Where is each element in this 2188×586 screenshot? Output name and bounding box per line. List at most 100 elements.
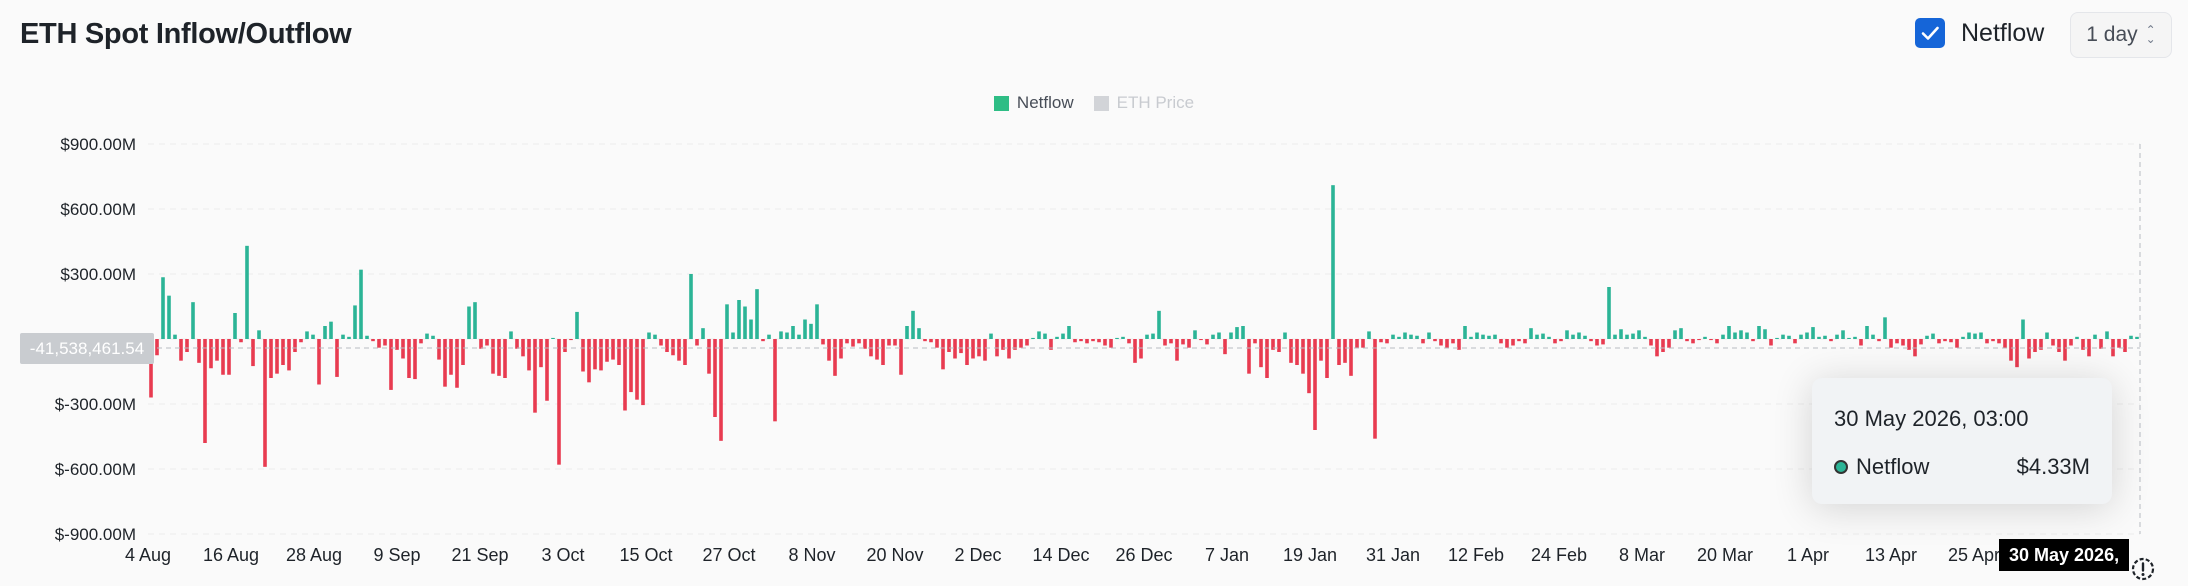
bar — [935, 339, 939, 348]
bar — [1571, 334, 1575, 339]
bar — [1547, 336, 1551, 339]
bar — [1427, 332, 1431, 339]
bar — [2045, 332, 2049, 339]
x-tick-label: 4 Aug — [125, 545, 171, 565]
bar — [1877, 339, 1881, 342]
bar — [179, 339, 183, 361]
settings-icon[interactable] — [2126, 552, 2160, 586]
interval-select[interactable]: 1 day ⌃ ⌄ — [2070, 12, 2172, 58]
bar — [1193, 330, 1197, 339]
bar — [635, 339, 639, 400]
x-tick-label: 3 Oct — [541, 545, 584, 565]
bar — [455, 339, 459, 388]
bar — [1319, 339, 1323, 361]
bar — [449, 339, 453, 375]
bar — [1559, 339, 1563, 342]
bar — [1601, 339, 1605, 345]
bar — [1529, 328, 1533, 339]
netflow-toggle[interactable]: Netflow — [1915, 18, 2044, 48]
bar — [1643, 336, 1647, 339]
bar — [1085, 339, 1089, 344]
tooltip-row: Netflow $4.33M — [1834, 454, 2090, 480]
bar — [1541, 333, 1545, 339]
legend-item-eth-price[interactable]: ETH Price — [1093, 93, 1194, 113]
bar — [1283, 332, 1287, 339]
bar — [821, 339, 825, 345]
bar — [533, 339, 537, 413]
legend-label-netflow: Netflow — [1016, 93, 1074, 112]
x-tick-label: 7 Jan — [1205, 545, 1249, 565]
bar — [2057, 339, 2061, 352]
bar — [875, 339, 879, 360]
bar — [1883, 317, 1887, 339]
bar — [1691, 339, 1695, 344]
bar — [1019, 339, 1023, 348]
bar — [287, 339, 291, 371]
bar — [515, 339, 519, 349]
bar — [2051, 339, 2055, 346]
bar — [2087, 339, 2091, 357]
bar — [1469, 336, 1473, 339]
bar — [1079, 339, 1083, 342]
bar — [755, 289, 759, 339]
bar — [323, 326, 327, 339]
bar — [167, 295, 171, 339]
bar — [863, 339, 867, 349]
bar — [1295, 339, 1299, 365]
bar — [149, 339, 153, 398]
bar — [257, 330, 261, 339]
tooltip-series-name: Netflow — [1856, 454, 1930, 479]
bar — [1145, 334, 1149, 339]
bar — [1865, 326, 1869, 339]
bar — [305, 331, 309, 339]
bar — [1589, 339, 1593, 342]
bar — [1421, 339, 1425, 344]
grid-lines — [148, 143, 2140, 535]
bar — [461, 339, 465, 365]
bar — [815, 304, 819, 339]
bar — [527, 339, 531, 371]
bar — [1517, 339, 1521, 342]
bar — [833, 339, 837, 376]
x-tick-label: 14 Dec — [1032, 545, 1089, 565]
bar — [1475, 332, 1479, 339]
tooltip-value: $4.33M — [2016, 454, 2090, 479]
bar — [521, 339, 525, 357]
bar — [1157, 310, 1161, 339]
bar — [2069, 339, 2073, 346]
bar — [1613, 334, 1617, 339]
bar — [155, 339, 159, 356]
bar — [1631, 333, 1635, 339]
bar — [1871, 334, 1875, 339]
bar — [1271, 339, 1275, 350]
bar — [1901, 339, 1905, 346]
x-tick-label: 16 Aug — [203, 545, 259, 565]
bar — [1817, 336, 1821, 339]
bar — [1361, 339, 1365, 348]
x-tick-label: 26 Dec — [1115, 545, 1172, 565]
axis-labels: $900.00M $600.00M $300.00M $-300.00M $-600.0… — [55, 135, 2082, 565]
bar — [1505, 339, 1509, 348]
x-tick-label: 20 Mar — [1697, 545, 1753, 565]
bar — [185, 339, 189, 352]
bar — [1727, 326, 1731, 339]
bar — [1577, 332, 1581, 339]
check-icon[interactable] — [1915, 18, 1945, 48]
bar — [1997, 339, 2001, 344]
legend-item-netflow[interactable]: Netflow — [993, 93, 1074, 113]
bar — [1061, 333, 1065, 339]
bar — [215, 339, 219, 361]
bar — [881, 339, 885, 365]
bar — [1403, 332, 1407, 339]
bar — [1751, 339, 1755, 342]
bar — [611, 339, 615, 360]
bar — [1967, 332, 1971, 339]
bar — [2015, 339, 2019, 368]
page-title: ETH Spot Inflow/Outflow — [20, 18, 352, 50]
bar — [1775, 337, 1779, 339]
netflow-toggle-label: Netflow — [1961, 18, 2045, 47]
bar — [1697, 339, 1701, 341]
bar — [413, 339, 417, 380]
bar — [2129, 335, 2133, 339]
